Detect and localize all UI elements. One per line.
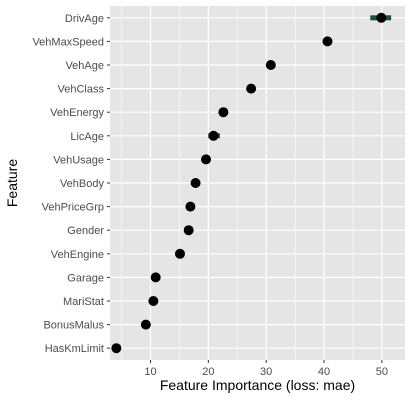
point-vehclass	[246, 83, 257, 94]
point-gender	[183, 225, 194, 236]
point-drivage	[376, 12, 387, 23]
y-tick-label-maristat: MariStat	[63, 296, 104, 308]
x-axis-title: Feature Importance (loss: mae)	[160, 377, 355, 393]
y-tick-label-haskmlimit: HasKmLimit	[45, 343, 104, 355]
x-tick-labels: 10 20 30 40 50	[144, 360, 388, 378]
point-garage	[150, 272, 161, 283]
point-vehmaxspeed	[322, 36, 333, 47]
y-tick-label-licage: LicAge	[70, 131, 104, 143]
point-bonusmalus	[140, 319, 151, 330]
point-vehbody	[190, 178, 201, 188]
data-points	[111, 12, 387, 354]
point-vehage	[265, 60, 276, 70]
point-vehenergy	[218, 107, 229, 118]
y-axis-title: Feature	[4, 159, 20, 207]
point-vehengine	[174, 248, 185, 259]
point-vehpricegrp	[185, 201, 196, 212]
x-tick-label: 30	[260, 366, 272, 378]
point-maristat	[148, 296, 159, 306]
x-tick-label: 20	[202, 366, 214, 378]
y-tick-label-garage: Garage	[67, 272, 104, 284]
x-tick-label: 10	[144, 366, 156, 378]
y-tick-label-vehpricegrp: VehPriceGrp	[42, 202, 104, 214]
x-tick-label: 50	[376, 366, 388, 378]
y-tick-label-bonusmalus: BonusMalus	[43, 320, 104, 332]
y-tick-label-vehengine: VehEngine	[51, 249, 104, 261]
point-vehusage	[201, 154, 212, 165]
y-tick-label-vehmaxspeed: VehMaxSpeed	[32, 36, 104, 48]
y-tick-label-vehclass: VehClass	[58, 84, 105, 96]
x-tick-label: 40	[318, 366, 330, 378]
y-tick-label-gender: Gender	[67, 225, 104, 237]
y-tick-label-vehusage: VehUsage	[53, 154, 104, 166]
y-tick-labels: DrivAge VehMaxSpeed VehAge VehClass VehEnerg…	[32, 13, 110, 355]
point-licage	[208, 130, 219, 141]
y-tick-label-vehage: VehAge	[65, 60, 104, 72]
y-tick-label-drivage: DrivAge	[65, 13, 104, 25]
y-tick-label-vehbody: VehBody	[60, 178, 105, 190]
y-tick-label-vehenergy: VehEnergy	[50, 107, 104, 119]
point-haskmlimit	[111, 343, 122, 354]
